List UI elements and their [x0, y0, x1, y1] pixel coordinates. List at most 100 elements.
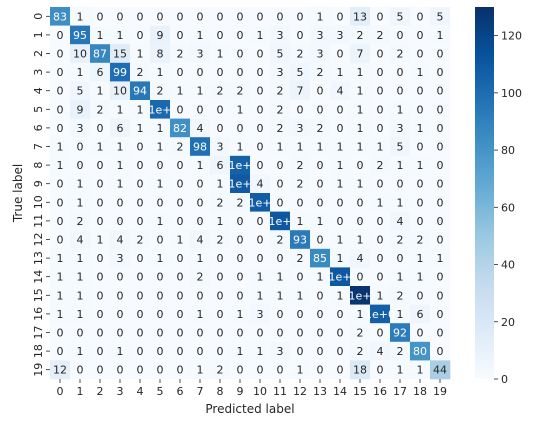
y-tick-label: 18	[32, 344, 45, 358]
cell-value-label: 0	[177, 159, 184, 172]
heatmap-cell	[90, 267, 111, 287]
heatmap-cell	[190, 267, 211, 287]
heatmap-cell	[310, 267, 331, 287]
heatmap-cell	[230, 193, 251, 212]
cell-value-label: 1	[197, 85, 204, 98]
cell-value-label: 1	[397, 364, 404, 377]
cell-value-label: 0	[137, 289, 144, 302]
cell-value-label: 5	[77, 85, 84, 98]
x-tick-label: 2	[97, 385, 104, 398]
cell-value-label: 1	[77, 252, 84, 265]
heatmap-cell	[350, 230, 371, 250]
cell-value-label: 2	[277, 103, 284, 116]
heatmap-cell	[330, 62, 351, 82]
cell-value-label: 4	[397, 215, 404, 228]
heatmap-cell	[250, 174, 271, 194]
heatmap-cell	[130, 193, 151, 212]
cell-value-label: 1	[397, 271, 404, 284]
cell-value-label: 1	[177, 234, 184, 247]
cell-value-label: 0	[437, 289, 444, 302]
heatmap-cell	[90, 100, 111, 119]
cell-value-label: 0	[157, 234, 164, 247]
cell-value-label: 0	[117, 308, 124, 321]
cell-value-label: 2	[357, 327, 364, 340]
heatmap-cell	[290, 44, 311, 64]
cell-value-label: 0	[297, 308, 304, 321]
cell-value-label: 1	[397, 103, 404, 116]
cell-value-label: 0	[177, 178, 184, 191]
heatmap-cell	[170, 118, 191, 138]
heatmap-cell	[70, 25, 91, 45]
heatmap-cell	[390, 193, 411, 212]
heatmap-cell	[370, 100, 391, 119]
heatmap-cell	[230, 323, 251, 343]
cell-value-label: 99	[113, 66, 127, 79]
heatmap-cell	[350, 323, 371, 343]
cell-value-label: 0	[77, 364, 84, 377]
heatmap-cell	[250, 248, 271, 268]
cell-value-label: 0	[257, 159, 264, 172]
cell-value-label: 0	[177, 196, 184, 209]
cell-value-label: 0	[177, 345, 184, 358]
cell-value-label: 0	[257, 85, 264, 98]
y-axis-label: True label	[11, 164, 25, 223]
cell-value-label: 0	[297, 29, 304, 42]
cell-value-label: 0	[317, 178, 324, 191]
cell-value-label: 1	[437, 29, 444, 42]
cell-value-label: 0	[417, 29, 424, 42]
cell-value-label: 0	[237, 289, 244, 302]
cell-value-label: 1	[317, 141, 324, 154]
cell-value-label: 2	[217, 364, 224, 377]
cell-value-label: 2	[197, 271, 204, 284]
heatmap-cell	[230, 174, 251, 194]
heatmap-cell	[390, 174, 411, 194]
cell-value-label: 1	[157, 215, 164, 228]
heatmap-cell	[410, 286, 431, 305]
heatmap-cell	[370, 304, 391, 324]
heatmap-cell	[190, 230, 211, 250]
cell-value-label: 0	[157, 271, 164, 284]
cell-value-label: 1	[77, 289, 84, 302]
cell-value-label: 0	[317, 159, 324, 172]
cell-value-label: 0	[297, 345, 304, 358]
heatmap-cell	[210, 304, 231, 324]
cell-value-label: 8	[157, 48, 164, 61]
heatmap-cell	[210, 155, 231, 175]
heatmap-cell	[410, 230, 431, 250]
heatmap-cell	[270, 323, 291, 343]
heatmap-cell	[190, 286, 211, 305]
cell-value-label: 0	[117, 196, 124, 209]
heatmap-cell	[90, 230, 111, 250]
heatmap-cell	[370, 155, 391, 175]
heatmap-cell	[90, 155, 111, 175]
cell-value-label: 0	[417, 215, 424, 228]
heatmap-cell	[430, 193, 451, 212]
heatmap-cell	[110, 193, 131, 212]
heatmap-cell	[270, 100, 291, 119]
heatmap-cell	[430, 25, 451, 45]
cell-value-label: 5	[277, 48, 284, 61]
cell-value-label: 1	[137, 103, 144, 116]
heatmap-cell	[330, 248, 351, 268]
heatmap-cell	[350, 100, 371, 119]
x-tick-label: 17	[393, 385, 407, 398]
cell-value-label: 0	[157, 159, 164, 172]
heatmap-cell	[230, 341, 251, 361]
cell-value-label: 0	[337, 103, 344, 116]
cell-value-label: 0	[57, 85, 64, 98]
cell-value-label: 1	[137, 122, 144, 135]
heatmap-cell	[190, 44, 211, 64]
cell-value-label: 0	[137, 271, 144, 284]
heatmap-cell	[330, 118, 351, 138]
heatmap-cell	[390, 44, 411, 64]
cell-value-label: 0	[337, 122, 344, 135]
cell-value-label: 0	[117, 327, 124, 340]
cell-value-label: 0	[257, 141, 264, 154]
heatmap-cell	[210, 44, 231, 64]
heatmap-cell	[430, 248, 451, 268]
heatmap-cell	[190, 248, 211, 268]
cell-value-label: 6	[97, 66, 104, 79]
cell-value-label: 1	[257, 345, 264, 358]
cell-value-label: 0	[297, 10, 304, 23]
